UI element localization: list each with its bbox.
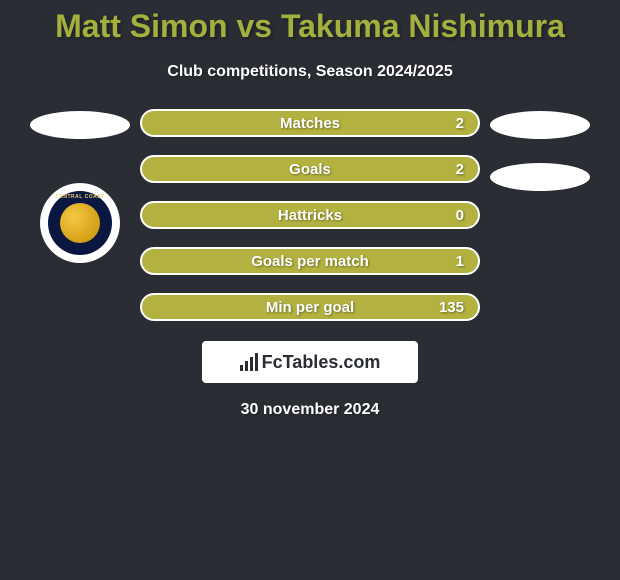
- club-badge-mariners: CENTRAL COAST: [40, 183, 120, 263]
- club-badge-wave-icon: [60, 203, 100, 243]
- left-column: CENTRAL COAST: [30, 109, 130, 263]
- footer-brand-text: FcTables.com: [262, 352, 381, 373]
- stats-column: Matches 2 Goals 2 Hattricks 0 Goals per …: [140, 109, 480, 321]
- player-oval-right-1: [490, 111, 590, 139]
- club-badge-inner: CENTRAL COAST: [48, 191, 112, 255]
- player-oval-right-2: [490, 163, 590, 191]
- stat-label: Hattricks: [278, 207, 342, 224]
- page-title: Matt Simon vs Takuma Nishimura: [0, 0, 620, 45]
- footer-logo: FcTables.com: [202, 341, 418, 383]
- player-oval-left: [30, 111, 130, 139]
- stat-bar-hattricks: Hattricks 0: [140, 201, 480, 229]
- stat-value: 1: [456, 253, 464, 270]
- bar-chart-icon: [240, 353, 258, 371]
- stat-label: Goals per match: [251, 253, 369, 270]
- stat-bar-goals: Goals 2: [140, 155, 480, 183]
- stat-value: 2: [456, 115, 464, 132]
- stat-value: 0: [456, 207, 464, 224]
- stat-value: 135: [439, 299, 464, 316]
- stat-label: Goals: [289, 161, 331, 178]
- stat-value: 2: [456, 161, 464, 178]
- stat-bar-matches: Matches 2: [140, 109, 480, 137]
- stat-label: Matches: [280, 115, 340, 132]
- stat-label: Min per goal: [266, 299, 354, 316]
- footer-date: 30 november 2024: [0, 401, 620, 419]
- club-badge-text: CENTRAL COAST: [48, 194, 112, 200]
- subtitle: Club competitions, Season 2024/2025: [0, 63, 620, 81]
- stat-bar-goals-per-match: Goals per match 1: [140, 247, 480, 275]
- content-row: CENTRAL COAST Matches 2 Goals 2 Hattrick…: [0, 109, 620, 321]
- stat-bar-min-per-goal: Min per goal 135: [140, 293, 480, 321]
- right-column: [490, 109, 590, 191]
